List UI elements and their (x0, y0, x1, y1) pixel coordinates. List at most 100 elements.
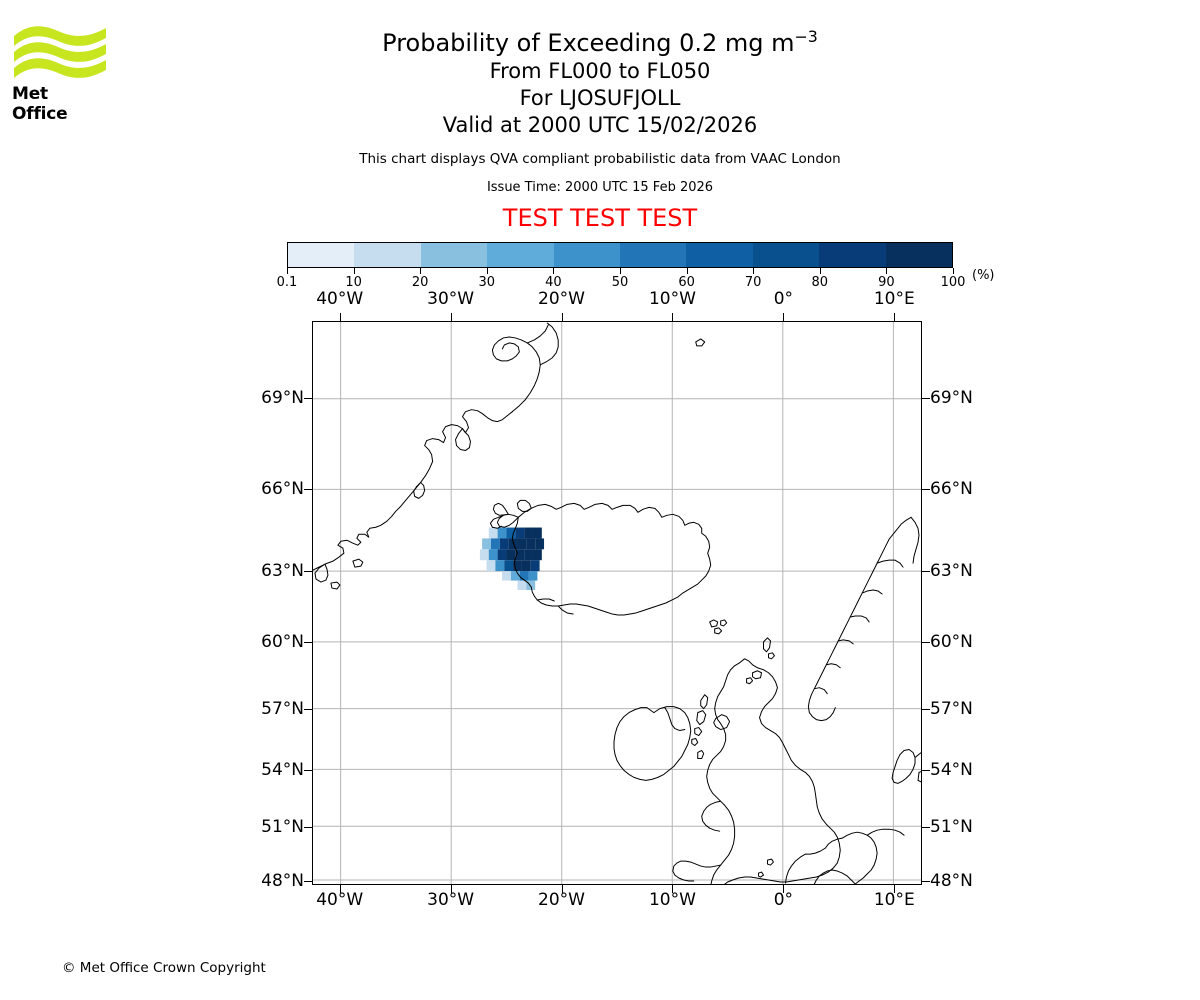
colorbar-tick-label: 30 (478, 275, 496, 290)
ash-cell (506, 527, 516, 539)
latitude-label-right: 48°N (930, 871, 973, 891)
coastlines (313, 322, 921, 884)
ash-cell (479, 549, 489, 561)
ash-cell (497, 527, 507, 539)
ash-cell (524, 549, 533, 561)
latitude-label-left: 48°N (261, 871, 304, 891)
ash-cell (532, 527, 542, 539)
colorbar-band-2 (420, 243, 488, 267)
tick-right (922, 398, 930, 399)
colorbar-band-0 (288, 243, 355, 267)
latitude-label-right: 51°N (930, 817, 973, 837)
ash-probability-cells (479, 527, 545, 590)
tick-right (922, 571, 930, 572)
ash-cell (510, 571, 520, 581)
ash-cell (517, 580, 527, 590)
colorbar-tick-label: 80 (811, 275, 829, 290)
tick-left (304, 489, 312, 490)
ash-cell (488, 549, 498, 561)
longitude-label-bottom: 10°E (873, 890, 915, 910)
qva-note: This chart displays QVA compliant probab… (359, 151, 841, 167)
colorbar-gradient (287, 242, 953, 268)
latitude-axis-right: 69°N 66°N 63°N 60°N 57°N 54°N 51°N 48°N (930, 0, 1190, 1000)
tick-bottom (672, 885, 674, 893)
colorbar-band-6 (686, 243, 753, 267)
chart-title-block: Probability of Exceeding 0.2 mg m−3 From… (0, 22, 1200, 232)
ash-cell (519, 571, 529, 581)
ash-cell (535, 538, 545, 550)
ash-cell (486, 560, 496, 572)
ash-cell (515, 549, 525, 561)
colorbar-band-3 (487, 243, 554, 267)
latitude-label-left: 57°N (261, 699, 304, 719)
colorbar-tick-label: 10 (345, 275, 362, 290)
page-title: Probability of Exceeding 0.2 mg m−3 (0, 22, 1200, 58)
colorbar-band-7 (752, 243, 820, 267)
tick-top (672, 313, 674, 321)
volcano-name-subtitle: For LJOSUFJOLL (519, 86, 681, 110)
ash-cell (515, 527, 525, 539)
ash-cell (495, 560, 505, 572)
longitude-label-top: 40°W (316, 289, 364, 309)
longitude-axis-bottom: 40°W 30°W 20°W 10°W 0° 10°E (0, 890, 1200, 914)
map-canvas (313, 322, 921, 884)
tick-top (561, 313, 563, 321)
issue-time: Issue Time: 2000 UTC 15 Feb 2026 (486, 180, 714, 195)
colorbar-tick-label: 0.1 (276, 275, 298, 290)
latitude-label-right: 69°N (930, 388, 973, 408)
ash-cell (506, 549, 516, 561)
ash-cell (526, 538, 536, 550)
tick-left (304, 881, 312, 882)
met-office-wordmark: Met Office (12, 84, 68, 124)
colorbar-tick-label: 50 (611, 275, 629, 290)
tick-left (304, 709, 312, 710)
colorbar-tick (819, 268, 821, 274)
latitude-label-right: 60°N (930, 632, 973, 652)
tick-left (304, 642, 312, 643)
longitude-label-top: 10°E (873, 289, 915, 309)
ash-cell (504, 560, 514, 572)
tick-bottom (339, 885, 341, 893)
colorbar-tick (886, 268, 888, 274)
colorbar-band-5 (620, 243, 687, 267)
colorbar-tick-label: 100 (940, 275, 966, 290)
flight-level-subtitle: From FL000 to FL050 (489, 59, 711, 83)
longitude-label-top: 30°W (427, 289, 475, 309)
latitude-label-left: 63°N (261, 561, 304, 581)
tick-top (450, 313, 452, 321)
longitude-label-top: 20°W (538, 289, 586, 309)
latitude-label-left: 54°N (261, 760, 304, 780)
latitude-label-left: 69°N (261, 388, 304, 408)
colorbar-tick (353, 268, 355, 274)
ash-cell (530, 560, 540, 572)
tick-bottom (783, 885, 785, 893)
colorbar-unit-label: (%) (972, 268, 995, 283)
ash-cell (497, 549, 507, 561)
ash-cell (513, 560, 522, 572)
tick-right (922, 709, 930, 710)
tick-bottom (894, 885, 896, 893)
tick-bottom (450, 885, 452, 893)
colorbar-band-8 (819, 243, 886, 267)
valid-time-subtitle: Valid at 2000 UTC 15/02/2026 (442, 113, 758, 137)
tick-left (304, 827, 312, 828)
tick-left (304, 398, 312, 399)
longitude-label-top: 10°W (648, 289, 696, 309)
colorbar-tick-label: 20 (411, 275, 429, 290)
colorbar-band-9 (885, 243, 953, 267)
title-exponent: −3 (794, 27, 818, 46)
ash-cell (490, 538, 500, 550)
longitude-label-bottom: 40°W (316, 890, 364, 910)
latitude-label-right: 66°N (930, 479, 973, 499)
colorbar-tick (553, 268, 555, 274)
colorbar-tick (486, 268, 488, 274)
latitude-label-right: 54°N (930, 760, 973, 780)
tick-right (922, 642, 930, 643)
colorbar-band-4 (553, 243, 621, 267)
tick-left (304, 770, 312, 771)
latitude-label-left: 51°N (261, 817, 304, 837)
ash-probability-map[interactable] (312, 321, 922, 885)
longitude-label-bottom: 30°W (427, 890, 475, 910)
ash-cell (517, 538, 527, 550)
colorbar-tick (420, 268, 422, 274)
